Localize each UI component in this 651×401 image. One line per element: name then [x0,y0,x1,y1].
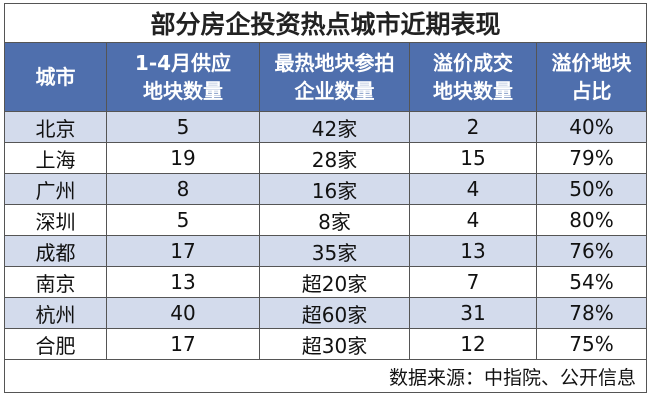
value-cell: 超30家 [259,328,410,360]
value-cell: 7 [409,266,537,298]
value-cell: 17 [106,328,260,360]
value-cell: 4 [409,173,537,205]
value-cell: 40% [536,111,647,143]
header-row: 城市 1-4月供应 地块数量 最热地块参拍 企业数量 溢价成交 地块数量 溢价地块 占比 [4,42,647,112]
value-cell: 16家 [259,173,410,205]
value-cell: 42家 [259,111,410,143]
header-cell: 溢价成交 地块数量 [409,42,537,112]
value-cell: 80% [536,204,647,236]
value-cell: 2 [409,111,537,143]
header-line: 地块数量 [143,79,223,103]
city-cell: 广州 [4,173,107,205]
data-row: 广州 8 16家 4 50% [4,173,647,205]
header-cell: 城市 [4,42,107,112]
header-line: 最热地块参拍 [274,51,395,75]
value-cell: 8家 [259,204,410,236]
value-cell: 78% [536,297,647,329]
header-line: 1-4月供应 [134,51,232,75]
data-row: 成都 17 35家 13 76% [4,235,647,267]
value-cell: 75% [536,328,647,360]
data-row: 深圳 5 8家 4 80% [4,204,647,236]
header-line: 溢价成交 [433,51,513,75]
city-cell: 南京 [4,266,107,298]
value-cell: 19 [106,142,260,174]
header-cell: 最热地块参拍 企业数量 [259,42,410,112]
table-title: 部分房企投资热点城市近期表现 [4,3,647,43]
header-line: 地块数量 [433,79,513,103]
table-container: 部分房企投资热点城市近期表现 城市 1-4月供应 地块数量 最热地块参拍 企业数量 溢价成… [4,3,647,393]
city-cell: 成都 [4,235,107,267]
value-cell: 8 [106,173,260,205]
data-row: 北京 5 42家 2 40% [4,111,647,143]
value-cell: 超60家 [259,297,410,329]
data-row: 上海 19 28家 15 79% [4,142,647,174]
value-cell: 54% [536,266,647,298]
value-cell: 28家 [259,142,410,174]
source-row: 数据来源：中指院、公开信息 [4,359,647,393]
header-line: 溢价地块 [551,51,632,75]
value-cell: 79% [536,142,647,174]
city-cell: 深圳 [4,204,107,236]
value-cell: 17 [106,235,260,267]
data-table: 部分房企投资热点城市近期表现 城市 1-4月供应 地块数量 最热地块参拍 企业数量 溢价成… [4,3,647,393]
value-cell: 5 [106,204,260,236]
value-cell: 5 [106,111,260,143]
value-cell: 50% [536,173,647,205]
value-cell: 13 [409,235,537,267]
value-cell: 35家 [259,235,410,267]
header-line: 城市 [35,65,76,89]
value-cell: 40 [106,297,260,329]
city-cell: 杭州 [4,297,107,329]
header-line: 占比 [571,79,612,103]
source-note: 数据来源：中指院、公开信息 [4,359,647,393]
header-cell: 1-4月供应 地块数量 [106,42,260,112]
value-cell: 15 [409,142,537,174]
value-cell: 13 [106,266,260,298]
data-row: 杭州 40 超60家 31 78% [4,297,647,329]
title-row: 部分房企投资热点城市近期表现 [4,3,647,43]
value-cell: 31 [409,297,537,329]
value-cell: 76% [536,235,647,267]
value-cell: 4 [409,204,537,236]
value-cell: 12 [409,328,537,360]
city-cell: 北京 [4,111,107,143]
header-line: 企业数量 [294,79,375,103]
data-row: 南京 13 超20家 7 54% [4,266,647,298]
data-row: 合肥 17 超30家 12 75% [4,328,647,360]
value-cell: 超20家 [259,266,410,298]
city-cell: 合肥 [4,328,107,360]
city-cell: 上海 [4,142,107,174]
header-cell: 溢价地块 占比 [536,42,647,112]
